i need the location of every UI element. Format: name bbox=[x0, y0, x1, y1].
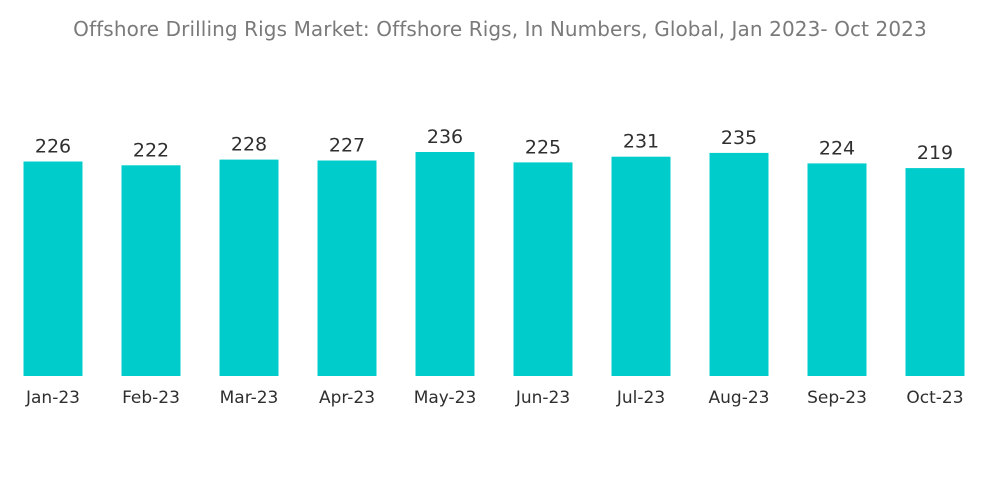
value-label-mar-23: 228 bbox=[231, 134, 267, 156]
bar-jan-23 bbox=[23, 161, 83, 376]
x-tick-label-sep-23: Sep-23 bbox=[807, 388, 867, 408]
value-label-feb-23: 222 bbox=[133, 139, 169, 161]
value-label-jul-23: 231 bbox=[623, 131, 659, 153]
value-label-may-23: 236 bbox=[427, 126, 463, 148]
bar-jul-23 bbox=[611, 156, 671, 376]
chart-title: Offshore Drilling Rigs Market: Offshore … bbox=[73, 17, 927, 41]
bar-oct-23 bbox=[905, 168, 965, 376]
value-label-oct-23: 219 bbox=[917, 142, 953, 164]
value-label-aug-23: 235 bbox=[721, 127, 757, 149]
bar-aug-23 bbox=[709, 152, 769, 376]
value-label-jun-23: 225 bbox=[525, 136, 561, 158]
value-labels-group: 226 222 228 227 236 225 231 235 224 219 bbox=[35, 126, 953, 164]
x-tick-label-jun-23: Jun-23 bbox=[515, 388, 570, 408]
x-tick-label-apr-23: Apr-23 bbox=[319, 388, 375, 408]
x-tick-label-feb-23: Feb-23 bbox=[122, 388, 180, 408]
x-tick-label-jan-23: Jan-23 bbox=[25, 388, 80, 408]
bar-mar-23 bbox=[219, 159, 279, 376]
bar-feb-23 bbox=[121, 165, 181, 376]
value-label-sep-23: 224 bbox=[819, 137, 855, 159]
value-label-apr-23: 227 bbox=[329, 135, 365, 157]
bar-apr-23 bbox=[317, 160, 377, 376]
bar-may-23 bbox=[415, 152, 475, 376]
x-tick-label-mar-23: Mar-23 bbox=[220, 388, 279, 408]
bar-jun-23 bbox=[513, 162, 573, 376]
x-tick-label-may-23: May-23 bbox=[414, 388, 477, 408]
x-tick-label-aug-23: Aug-23 bbox=[709, 388, 770, 408]
bars-group bbox=[23, 152, 965, 376]
x-tick-label-jul-23: Jul-23 bbox=[616, 388, 665, 408]
x-tick-label-oct-23: Oct-23 bbox=[906, 388, 963, 408]
bar-sep-23 bbox=[807, 163, 867, 376]
value-label-jan-23: 226 bbox=[35, 136, 71, 158]
x-tick-labels-group: Jan-23 Feb-23 Mar-23 Apr-23 May-23 Jun-23 Jul-… bbox=[25, 388, 964, 408]
